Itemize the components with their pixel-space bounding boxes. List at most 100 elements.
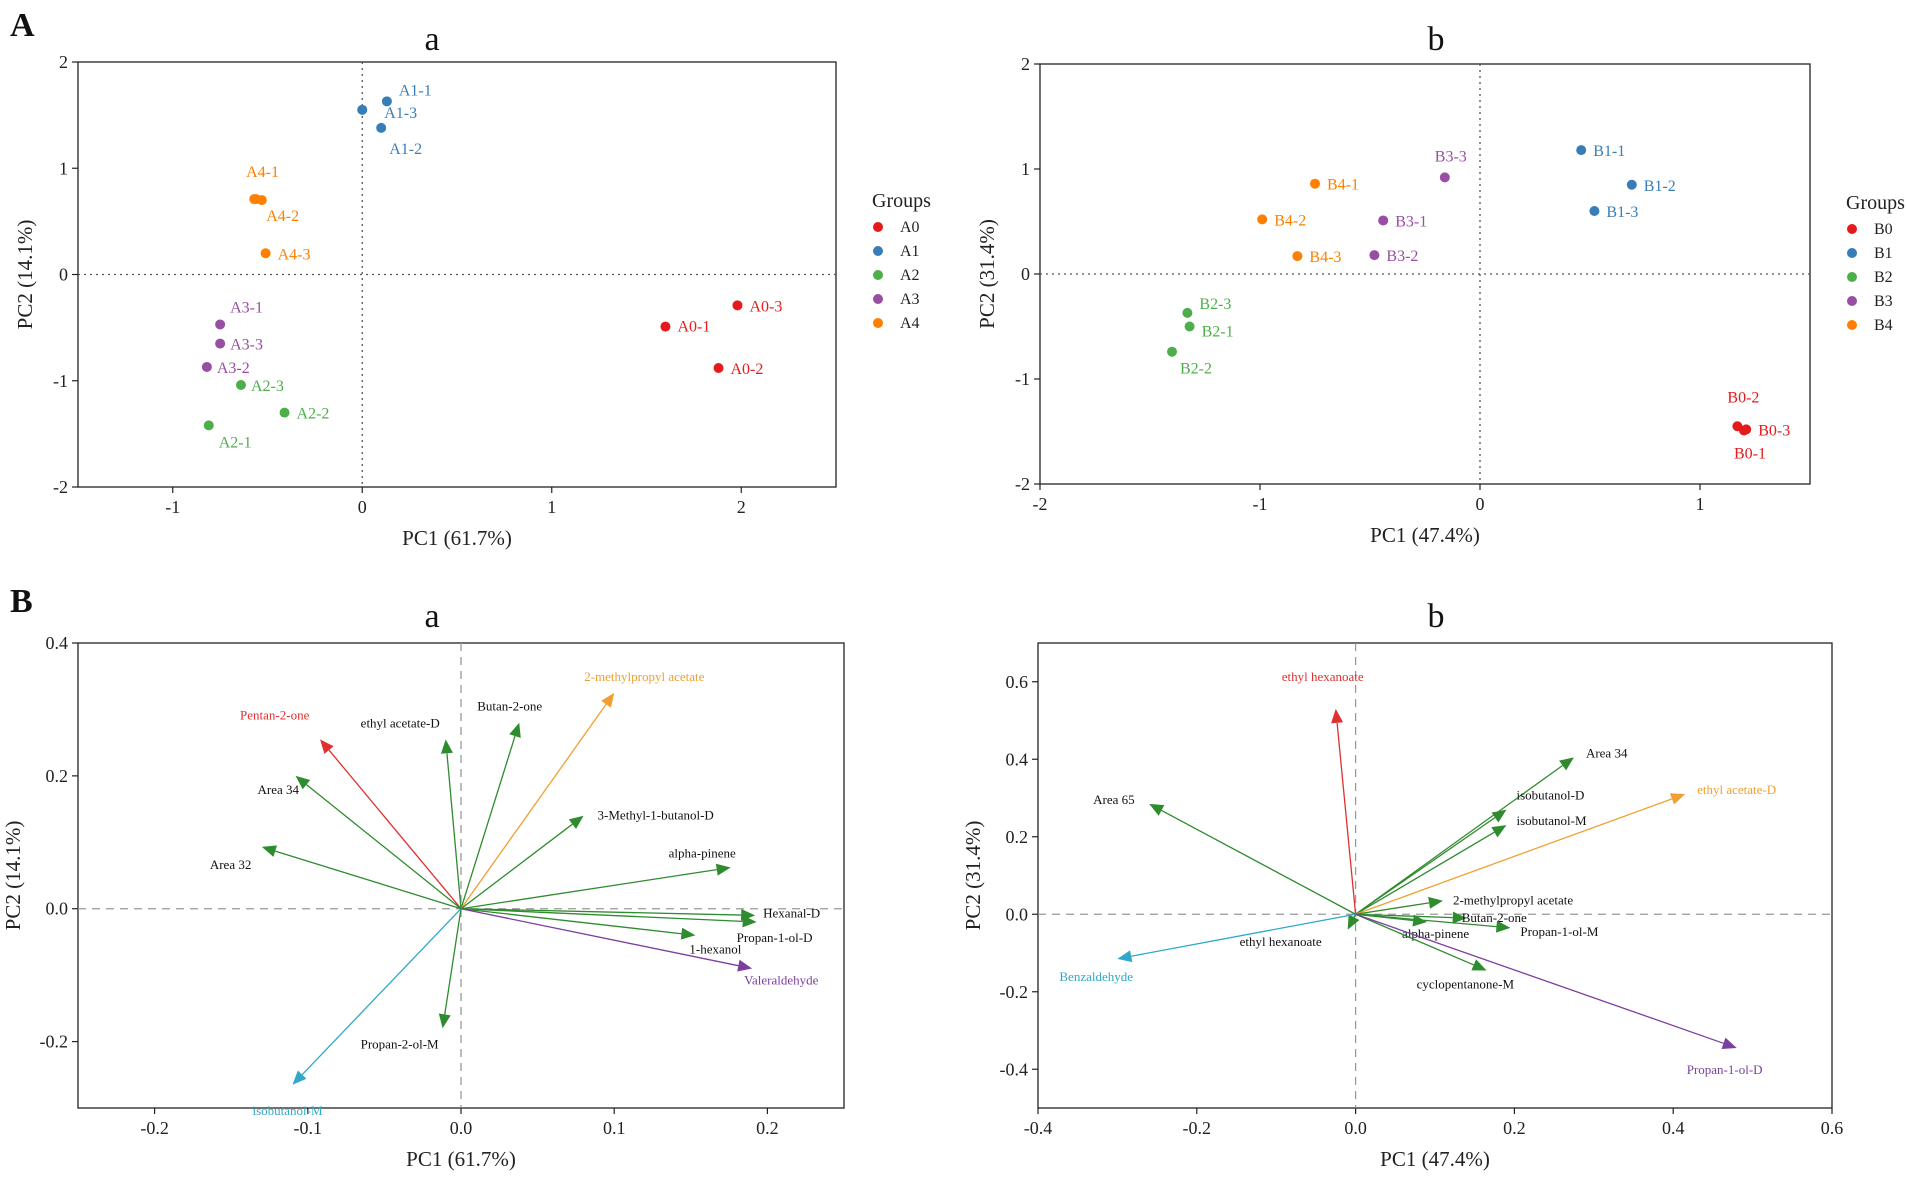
y-tick-label: -0.2 — [40, 1032, 69, 1052]
y-tick-label: 0.4 — [1006, 749, 1029, 769]
legend-label: A3 — [900, 291, 920, 308]
point-label: A0-2 — [731, 361, 764, 378]
vector-arrowhead — [1347, 914, 1360, 930]
data-point — [249, 194, 260, 205]
y-tick-label: 0.0 — [46, 899, 69, 919]
loading-vector — [460, 908, 742, 916]
plot-frame — [1037, 642, 1833, 1109]
vector-label: 2-methylpropyl acetate — [584, 669, 704, 684]
y-axis-label: PC2 (31.4%) — [961, 821, 985, 931]
point-label: A3-3 — [230, 337, 263, 354]
pca-loadings-biplot-a: a -0.2 -0.1 0.0 0.1 0.2 -0.2 0.0 0.2 0.4 PC1 (61.7… — [1, 598, 845, 1171]
vector-label: Area 32 — [210, 857, 252, 872]
legend-marker — [873, 270, 883, 280]
x-tick-label: -2 — [1033, 494, 1048, 514]
point-label: B3-3 — [1435, 148, 1467, 165]
data-point — [260, 248, 271, 259]
pca-scores-plot-b: b -2 -1 0 1 -2 -1 0 1 2 PC1 (47.4%) PC2 (31.4%) B0-1… — [975, 21, 1905, 547]
point-label: B2-2 — [1180, 361, 1212, 378]
loading-vector — [1355, 913, 1724, 1044]
x-axis-label: PC1 (61.7%) — [406, 1147, 516, 1171]
point-label: B2-3 — [1199, 296, 1231, 313]
vector-label: Hexanal-D — [763, 905, 820, 920]
y-axis-label: PC2 (14.1%) — [13, 220, 37, 330]
panel-label-B: B — [10, 583, 33, 620]
vector-arrowhead — [509, 722, 521, 738]
data-point — [1292, 251, 1303, 262]
y-tick-label: 2 — [1021, 54, 1030, 74]
y-tick-label: -0.2 — [1000, 982, 1029, 1002]
data-point — [357, 104, 368, 115]
y-tick-label: 0.2 — [1006, 827, 1029, 847]
loading-vector — [1355, 831, 1495, 915]
vector-arrowhead — [1559, 757, 1574, 771]
x-tick-label: 0.0 — [1344, 1118, 1367, 1138]
point-label: B4-1 — [1327, 177, 1359, 194]
point-label: B1-2 — [1644, 178, 1676, 195]
point-label: B3-1 — [1395, 213, 1427, 230]
legend-label: A2 — [900, 267, 920, 284]
x-tick-label: 0.1 — [603, 1118, 626, 1138]
loading-vector — [1355, 902, 1430, 915]
x-tick-label: 0.2 — [756, 1118, 779, 1138]
pca-loadings-biplot-b: b -0.4 -0.2 0.0 0.2 0.4 0.6 -0.4 -0.2 0.0 0.2 0.4 0.… — [961, 598, 1843, 1171]
point-label: A4-3 — [278, 246, 311, 263]
loading-vector — [306, 784, 462, 910]
vector-arrowhead — [1331, 708, 1344, 724]
data-point — [1369, 250, 1380, 261]
point-label: B4-3 — [1309, 249, 1341, 266]
data-point — [1257, 214, 1268, 225]
x-tick-label: -1 — [165, 497, 180, 517]
legend-title: Groups — [872, 190, 931, 212]
legend-title: Groups — [1846, 192, 1905, 214]
loading-vector — [1355, 913, 1414, 922]
y-tick-label: -2 — [53, 477, 68, 497]
data-point — [1589, 206, 1600, 216]
panel-label-A: A — [10, 7, 35, 44]
vector-arrowhead — [680, 927, 696, 940]
x-tick-label: 0.0 — [450, 1118, 473, 1138]
x-tick-label: -0.4 — [1024, 1118, 1053, 1138]
vector-label: ethyl acetate-D — [1697, 782, 1776, 797]
vector-label: 3-Methyl-1-butanol-D — [598, 808, 714, 823]
y-tick-label: 1 — [59, 158, 68, 178]
loading-vector — [1355, 913, 1453, 919]
vector-label: Propan-2-ol-M — [361, 1036, 439, 1051]
data-point — [1732, 421, 1743, 432]
legend-marker — [873, 294, 883, 304]
x-tick-label: -1 — [1253, 494, 1268, 514]
loading-vector — [301, 908, 462, 1076]
legend-marker — [1847, 296, 1857, 306]
loading-vector — [460, 703, 607, 910]
data-point — [279, 407, 290, 418]
vector-label: Area 34 — [1586, 745, 1628, 760]
point-label: A3-2 — [217, 360, 250, 377]
loading-vector — [460, 908, 743, 923]
data-point — [381, 96, 392, 107]
loading-vector — [1355, 764, 1563, 915]
loading-vector — [446, 753, 462, 909]
loading-vector — [460, 868, 717, 910]
loading-vector — [1355, 817, 1496, 915]
legend-marker — [1847, 224, 1857, 234]
vector-arrowhead — [1428, 896, 1443, 909]
loading-vector — [1355, 913, 1474, 966]
point-label: A4-1 — [246, 164, 279, 181]
loading-vector — [275, 850, 462, 910]
loading-vector — [1131, 913, 1356, 957]
legend-marker — [873, 246, 883, 256]
vector-label: Butan-2-one — [1462, 910, 1527, 925]
point-label: B4-2 — [1274, 212, 1306, 229]
data-point — [1167, 346, 1177, 357]
legend-label: A1 — [900, 243, 920, 260]
legend-marker — [873, 318, 883, 328]
vector-arrowhead — [1669, 793, 1686, 805]
point-label: B2-1 — [1202, 324, 1234, 341]
vector-label: alpha-pinene — [669, 846, 736, 861]
legend-label: B0 — [1874, 221, 1893, 238]
vector-arrowhead — [1149, 803, 1165, 816]
data-point — [1626, 179, 1637, 190]
vector-label: cyclopentanone-M — [1417, 976, 1515, 991]
y-tick-label: -2 — [1015, 474, 1030, 494]
